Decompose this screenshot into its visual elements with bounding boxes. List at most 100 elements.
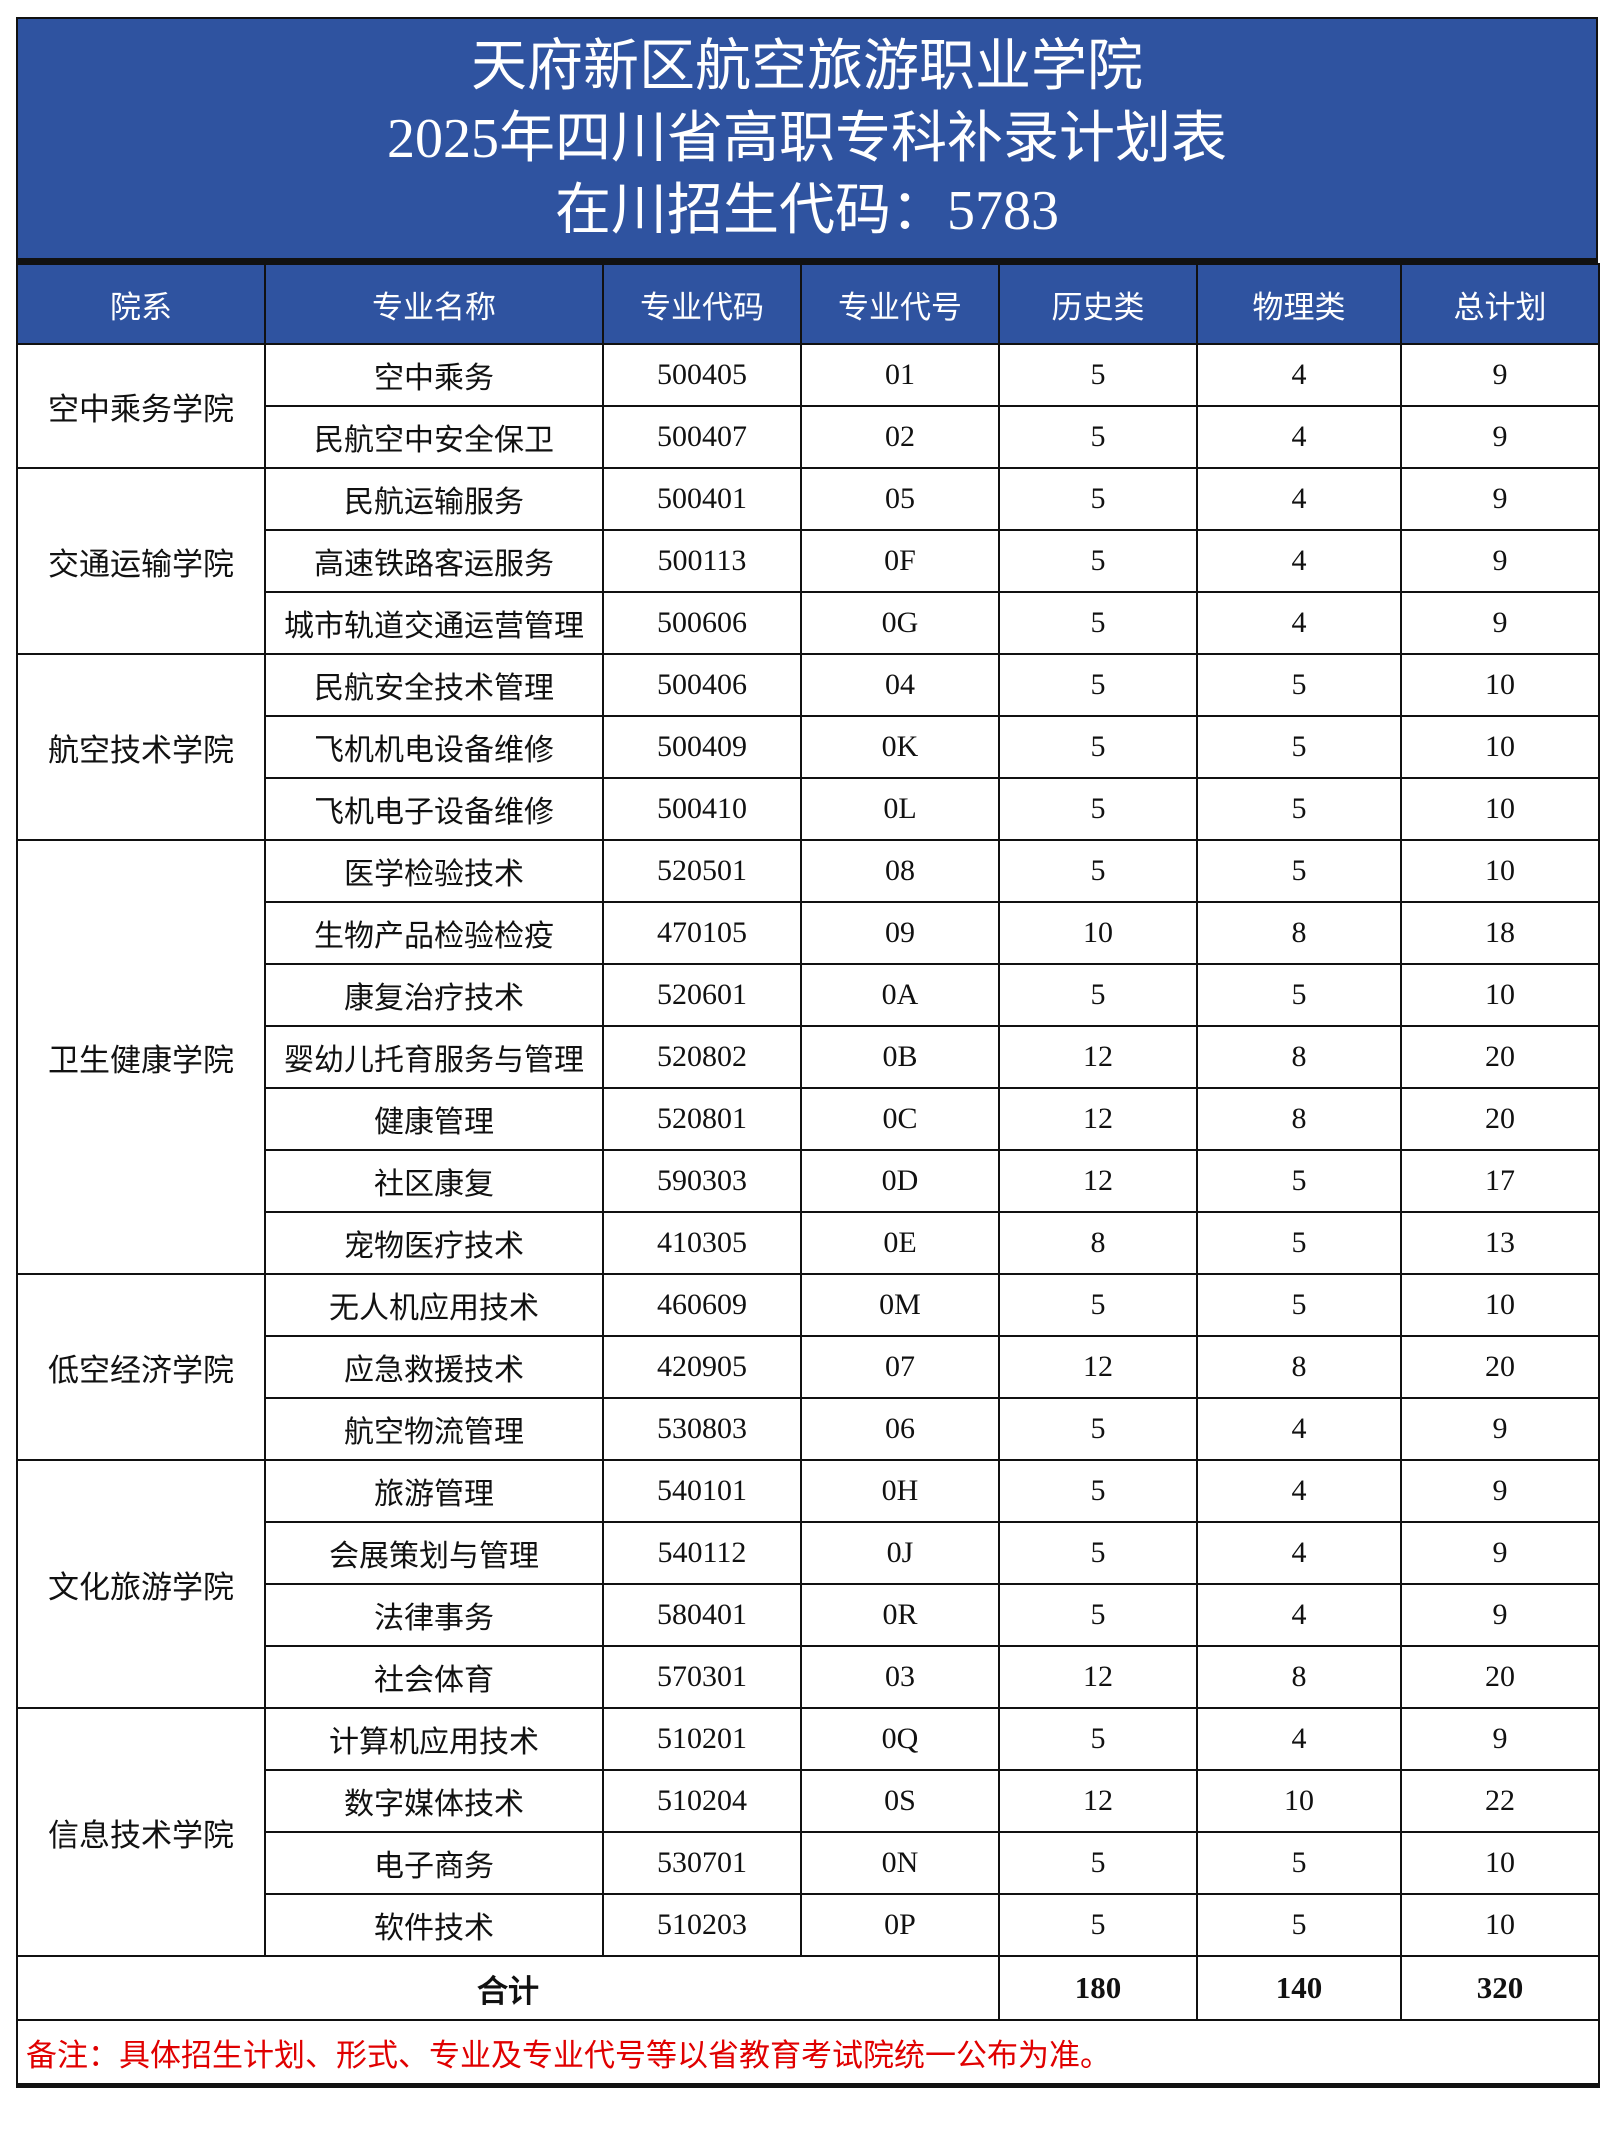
total-plan: 10 (1400, 1273, 1600, 1337)
physics-count: 8 (1196, 1025, 1402, 1089)
major-name: 旅游管理 (264, 1459, 604, 1523)
department-name: 信息技术学院 (16, 1707, 266, 1957)
total-plan: 10 (1400, 963, 1600, 1027)
major-code: 540101 (602, 1459, 802, 1523)
major-code: 520501 (602, 839, 802, 903)
total-plan: 10 (1400, 1893, 1600, 1957)
total-plan: 9 (1400, 1707, 1600, 1771)
table-row: 高速铁路客运服务 500113 0F 5 4 9 (17, 529, 1600, 593)
major-name: 医学检验技术 (264, 839, 604, 903)
physics-count: 4 (1196, 591, 1402, 655)
major-code: 510201 (602, 1707, 802, 1771)
total-row: 合计 180 140 320 (16, 1955, 1600, 2021)
major-name: 民航安全技术管理 (264, 653, 604, 717)
department-name: 航空技术学院 (16, 653, 266, 841)
total-plan: 9 (1400, 1521, 1600, 1585)
total-plan: 17 (1400, 1149, 1600, 1213)
table-row: 社区康复 590303 0D 12 5 17 (17, 1149, 1600, 1213)
table-row: 数字媒体技术 510204 0S 12 10 22 (17, 1769, 1600, 1833)
history-count: 12 (998, 1335, 1198, 1399)
major-name: 电子商务 (264, 1831, 604, 1895)
major-name: 应急救援技术 (264, 1335, 604, 1399)
title-banner: 天府新区航空旅游职业学院 2025年四川省高职专科补录计划表 在川招生代码：57… (16, 17, 1598, 263)
table-row: 电子商务 530701 0N 5 5 10 (17, 1831, 1600, 1895)
history-count: 10 (998, 901, 1198, 965)
total-plan: 9 (1400, 1583, 1600, 1647)
major-name: 空中乘务 (264, 343, 604, 407)
table-row: 健康管理 520801 0C 12 8 20 (17, 1087, 1600, 1151)
major-code: 500405 (602, 343, 802, 407)
history-count: 5 (998, 1273, 1198, 1337)
table-row: 航空物流管理 530803 06 5 4 9 (17, 1397, 1600, 1461)
table-row: 康复治疗技术 520601 0A 5 5 10 (17, 963, 1600, 1027)
major-id: 0H (800, 1459, 1000, 1523)
table-row: 卫生健康学院 医学检验技术 520501 08 5 5 10 (16, 839, 1600, 1275)
note-text: 备注：具体招生计划、形式、专业及专业代号等以省教育考试院统一公布为准。 (16, 2019, 1600, 2088)
total-history: 180 (998, 1955, 1198, 2021)
physics-count: 4 (1196, 1459, 1402, 1523)
table-row: 低空经济学院 无人机应用技术 460609 0M 5 5 10 (16, 1273, 1600, 1461)
history-count: 5 (998, 839, 1198, 903)
major-id: 07 (800, 1335, 1000, 1399)
physics-count: 4 (1196, 467, 1402, 531)
total-plan: 20 (1400, 1335, 1600, 1399)
major-id: 0G (800, 591, 1000, 655)
department-name: 交通运输学院 (16, 467, 266, 655)
major-id: 08 (800, 839, 1000, 903)
major-code: 580401 (602, 1583, 802, 1647)
major-id: 0M (800, 1273, 1000, 1337)
physics-count: 5 (1196, 839, 1402, 903)
major-code: 540112 (602, 1521, 802, 1585)
history-count: 5 (998, 1459, 1198, 1523)
major-id: 0F (800, 529, 1000, 593)
table-row: 宠物医疗技术 410305 0E 8 5 13 (17, 1211, 1600, 1275)
major-id: 06 (800, 1397, 1000, 1461)
major-id: 02 (800, 405, 1000, 469)
major-name: 数字媒体技术 (264, 1769, 604, 1833)
physics-count: 8 (1196, 1335, 1402, 1399)
department-name: 空中乘务学院 (16, 343, 266, 469)
major-code: 410305 (602, 1211, 802, 1275)
history-count: 5 (998, 343, 1198, 407)
table-row: 应急救援技术 420905 07 12 8 20 (17, 1335, 1600, 1399)
major-code: 500401 (602, 467, 802, 531)
physics-count: 5 (1196, 1149, 1402, 1213)
major-name: 社会体育 (264, 1645, 604, 1709)
major-name: 无人机应用技术 (264, 1273, 604, 1337)
table-row: 软件技术 510203 0P 5 5 10 (17, 1893, 1600, 1957)
table-row: 生物产品检验检疫 470105 09 10 8 18 (17, 901, 1600, 965)
physics-count: 10 (1196, 1769, 1402, 1833)
school-name: 天府新区航空旅游职业学院 (471, 35, 1143, 98)
major-code: 530803 (602, 1397, 802, 1461)
col-header-department: 院系 (16, 263, 266, 345)
major-id: 0K (800, 715, 1000, 779)
major-id: 0L (800, 777, 1000, 841)
major-name: 高速铁路客运服务 (264, 529, 604, 593)
physics-count: 5 (1196, 1273, 1402, 1337)
major-name: 飞机机电设备维修 (264, 715, 604, 779)
major-id: 0S (800, 1769, 1000, 1833)
physics-count: 5 (1196, 715, 1402, 779)
physics-count: 4 (1196, 343, 1402, 407)
plan-table: 院系 专业名称 专业代码 专业代号 历史类 物理类 总计划 空中乘务学院 空中乘务… (16, 263, 1600, 2088)
major-id: 09 (800, 901, 1000, 965)
history-count: 5 (998, 405, 1198, 469)
physics-count: 8 (1196, 1087, 1402, 1151)
history-count: 5 (998, 467, 1198, 531)
enrollment-code: 在川招生代码：5783 (555, 179, 1059, 242)
total-plan: 20 (1400, 1025, 1600, 1089)
major-name: 城市轨道交通运营管理 (264, 591, 604, 655)
major-code: 520601 (602, 963, 802, 1027)
major-name: 飞机电子设备维修 (264, 777, 604, 841)
major-code: 500406 (602, 653, 802, 717)
major-code: 420905 (602, 1335, 802, 1399)
major-code: 510204 (602, 1769, 802, 1833)
physics-count: 5 (1196, 1893, 1402, 1957)
history-count: 5 (998, 653, 1198, 717)
major-id: 0C (800, 1087, 1000, 1151)
physics-count: 4 (1196, 1397, 1402, 1461)
total-plan: 20 (1400, 1645, 1600, 1709)
total-plan: 10 (1400, 777, 1600, 841)
major-id: 04 (800, 653, 1000, 717)
major-code: 510203 (602, 1893, 802, 1957)
